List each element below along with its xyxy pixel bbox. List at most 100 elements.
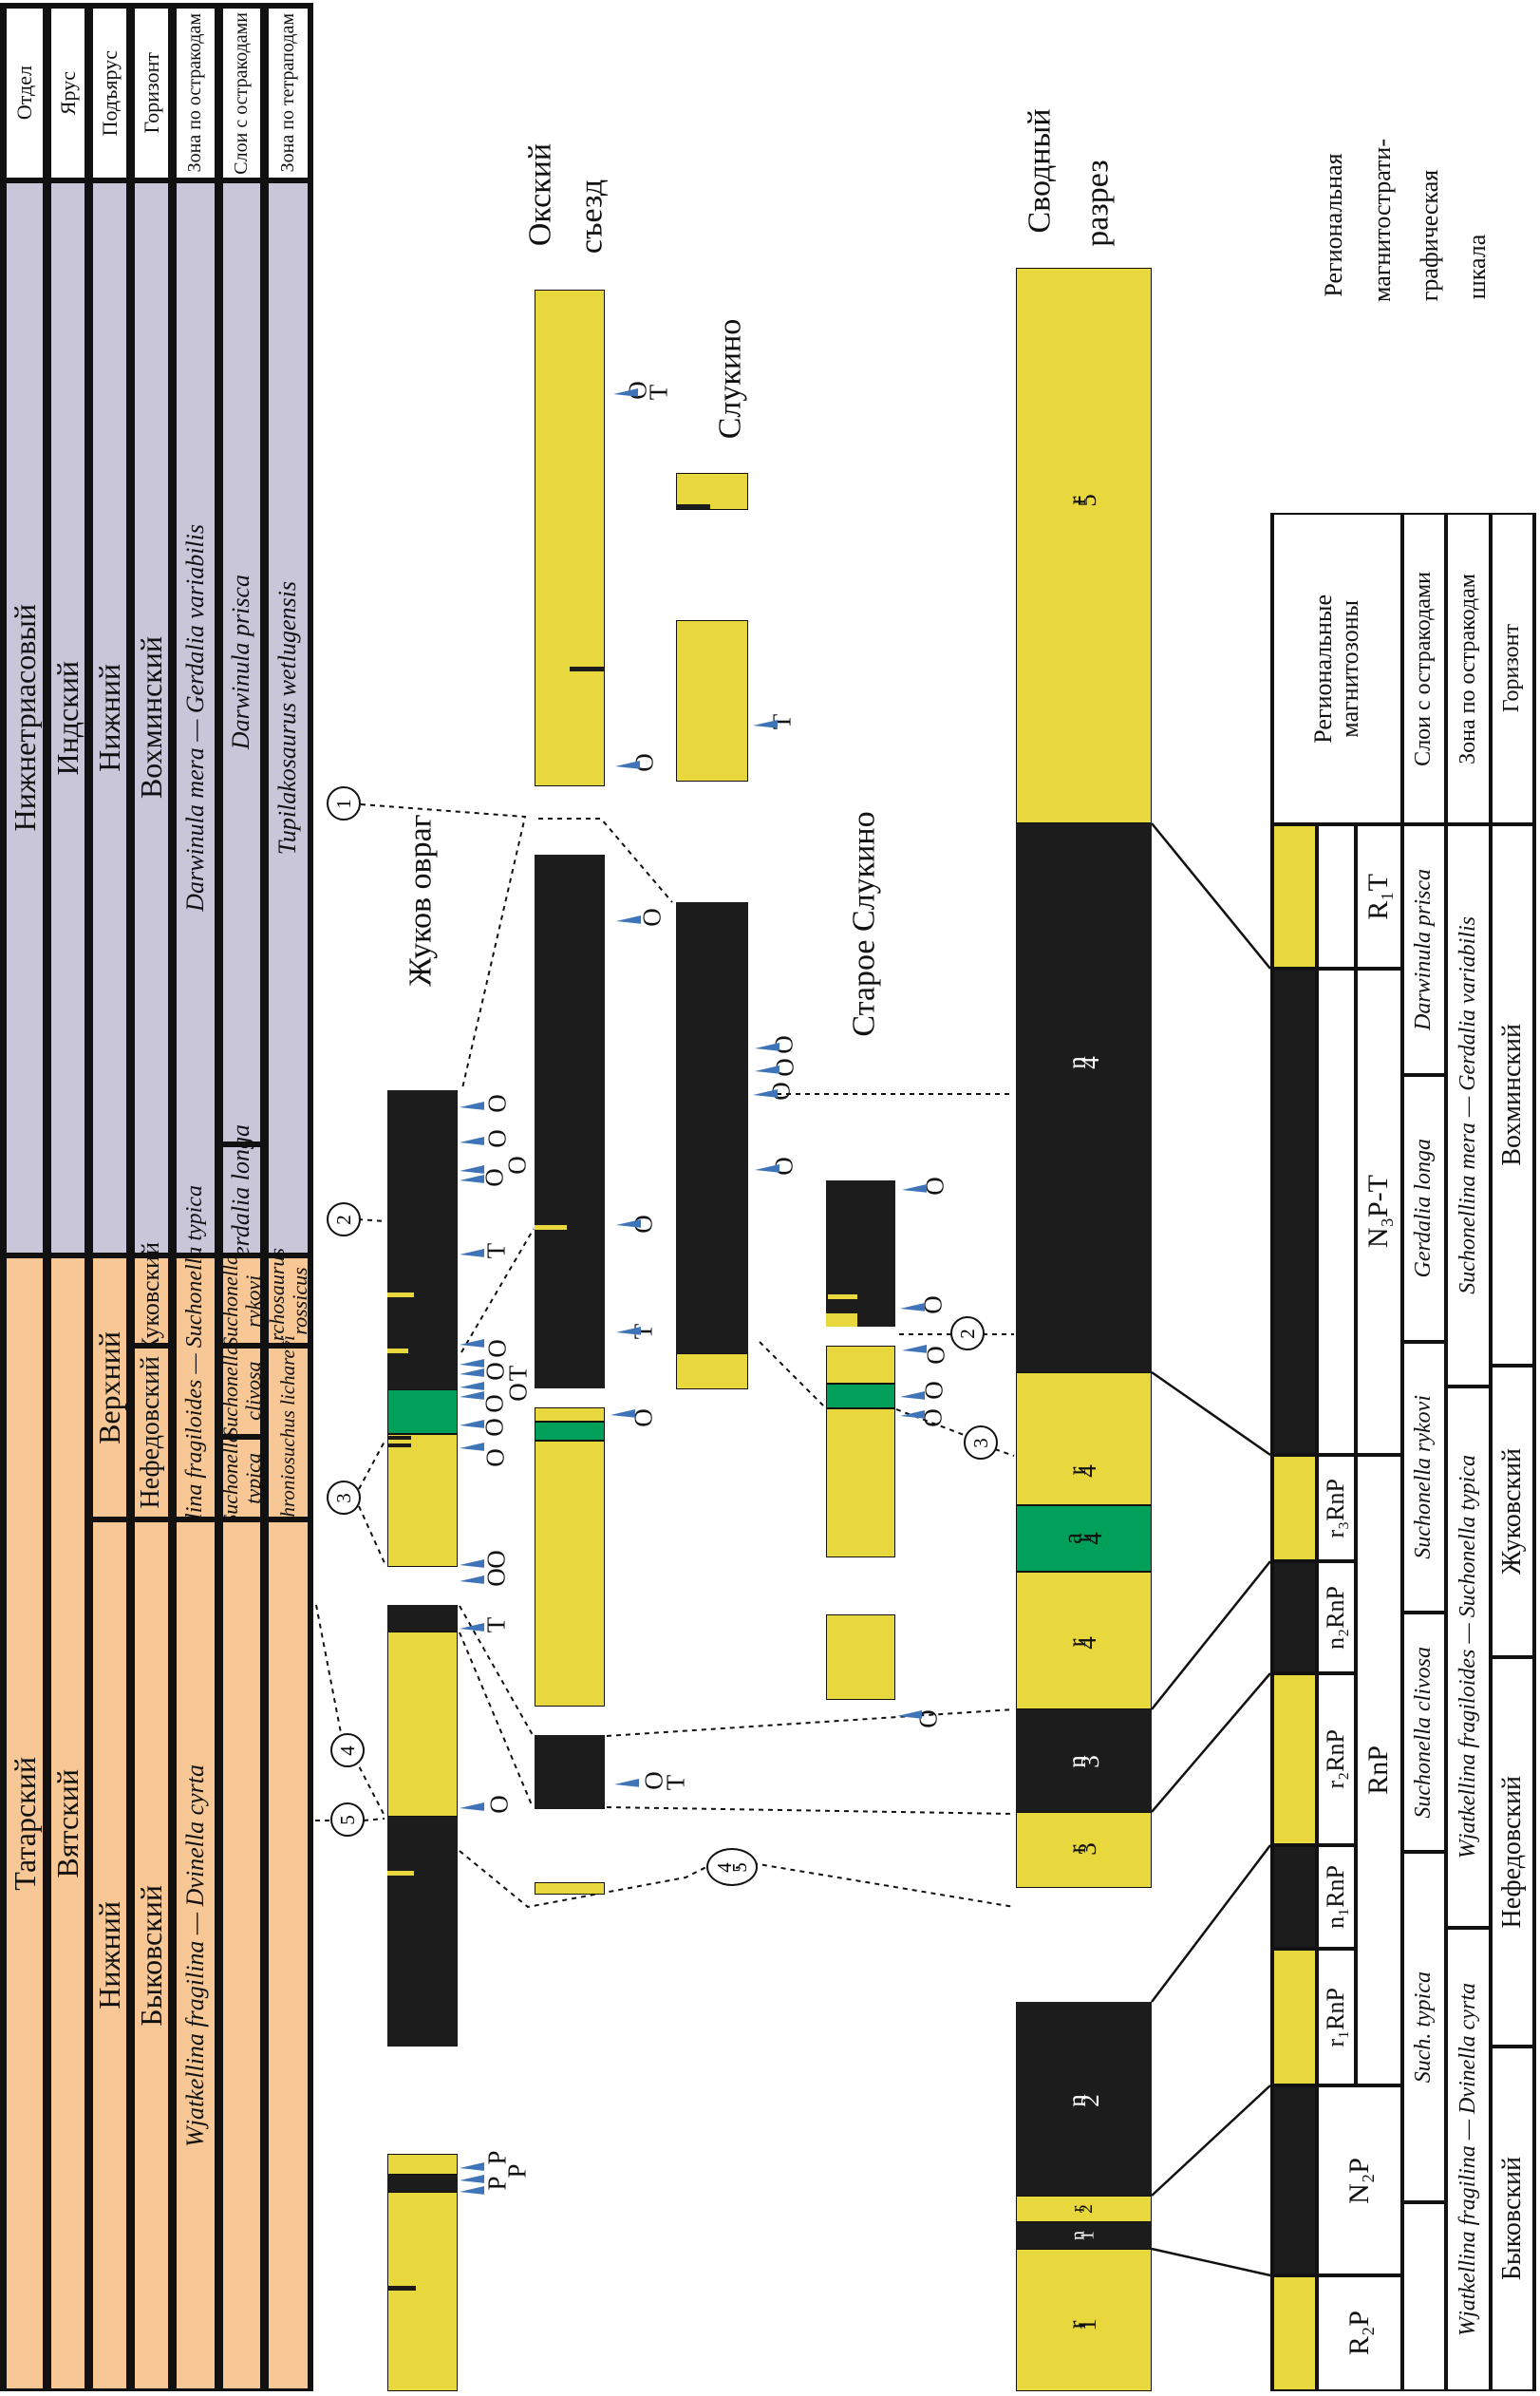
find-o: О	[921, 1172, 949, 1201]
slukino-yellow1	[676, 473, 748, 510]
title-regional-3-text: графическая	[1415, 169, 1443, 302]
rotated-glyph: 4	[1073, 1636, 1101, 1650]
solid-connector-line	[1151, 2085, 1271, 2197]
rt-zl-n2rnp-label: n₂RnP	[1322, 1585, 1350, 1650]
rt-strip-n	[1272, 2085, 1317, 2275]
level-3-number: 3	[332, 1486, 355, 1510]
rt-h-sloi: Слои с остракодами	[1402, 513, 1446, 824]
rt-c4-vohm-label: Вохминский	[1496, 1024, 1527, 1166]
zhukov-black1	[387, 1090, 458, 1389]
rotated-glyph: Т	[481, 1616, 511, 1633]
rt-c2-rykovi-label: Suchonella rykovi	[1411, 1395, 1437, 1559]
zone-r4: r4	[1062, 1629, 1101, 1658]
dashed-correlation-line	[358, 1439, 386, 1490]
rt-c2-prisca-label: Darwinula prisca	[1411, 868, 1437, 1030]
oksky-tick	[570, 667, 605, 671]
level-3-circle: 3	[327, 1481, 361, 1515]
oksky-tick	[535, 1225, 567, 1230]
rotated-glyph: Р	[482, 2176, 512, 2191]
fossil-find-arrow-icon	[902, 1345, 927, 1353]
rt-zr-rnp-label: RnP	[1362, 1745, 1395, 1795]
lt-pod-nizh1: Нижний	[90, 180, 129, 1255]
lt-so-prisca: Darwinula prisca	[220, 180, 263, 1144]
find-o: О	[485, 1790, 514, 1820]
find-o: О	[480, 1163, 509, 1193]
title-regional-1: Региональная	[1319, 153, 1347, 297]
rt-strip-r	[1272, 824, 1317, 969]
lt-yarus-ind: Индский	[48, 180, 87, 1255]
staroye-notch	[826, 1313, 857, 1327]
rotated-glyph: 3	[331, 1492, 355, 1503]
fossil-find-arrow-icon	[460, 1137, 484, 1145]
rotated-glyph: Т	[644, 384, 673, 401]
fossil-find-arrow-icon	[460, 1102, 484, 1110]
fossil-find-arrow-icon	[460, 1575, 484, 1584]
level-45-number: 4, 5	[713, 1856, 751, 1879]
title-oksky-1-text: Окский	[522, 142, 558, 247]
rt-c2-longa-label: Gerdalia longa	[1411, 1139, 1437, 1278]
find-p: Р	[503, 2157, 532, 2186]
rotated-glyph: О	[480, 1448, 510, 1467]
lt-zt-archo: Archosaurus rossicus	[265, 1248, 311, 1354]
lt-h-podyarus: Подъярус	[90, 6, 129, 180]
find-t: Т	[482, 1611, 511, 1640]
zone-r1: r1	[1062, 2311, 1101, 2340]
title-slukino-text: Слукино	[712, 318, 748, 440]
dashed-correlation-line	[895, 1408, 967, 1437]
rt-zr-rnp: RnP	[1356, 1455, 1402, 2085]
fossil-find-arrow-icon	[616, 1219, 641, 1228]
lt-h-otdel-label: Отдел	[12, 66, 37, 121]
lt-zt-tupil-label: Tupilakosaurus wetlugensis	[273, 580, 302, 856]
rotated-glyph: 5	[1073, 494, 1101, 507]
title-regional-1-text: Региональная	[1319, 153, 1347, 297]
rt-c2-typica-label: Such. typica	[1411, 1971, 1437, 2084]
fossil-find-arrow-icon	[460, 1368, 484, 1377]
lt-gor-zhuk: Жуковский	[132, 1242, 171, 1359]
zhukov-black4	[387, 2175, 458, 2192]
title-regional-2: магнитострати-	[1368, 139, 1396, 302]
fossil-find-arrow-icon	[616, 1327, 641, 1335]
rotated-glyph: 4	[1073, 1464, 1101, 1478]
dashed-correlation-line	[358, 1505, 386, 1566]
fossil-find-arrow-icon	[460, 1420, 484, 1428]
dashed-correlation-line	[606, 1806, 1015, 1815]
rt-c4-zhuk-label: Жуковский	[1496, 1448, 1527, 1575]
rt-c2-empty	[1402, 2202, 1446, 2391]
zhukov-black2	[387, 1605, 458, 1632]
zone-n3: n3	[1062, 1747, 1104, 1777]
rt-c2-typica: Such. typica	[1402, 1852, 1446, 2202]
find-o: О	[503, 1151, 532, 1180]
title-staroye-slukino: Старое Слукино	[847, 811, 883, 1036]
fossil-find-arrow-icon	[902, 1184, 927, 1193]
lt-otdel-tatar-label: Татарский	[7, 1756, 42, 1891]
title-zhukov-ovrag: Жуков овраг	[404, 814, 440, 986]
rt-zl-r2rnp-label: r₂RnP	[1322, 1729, 1350, 1789]
oksky-yellowbar	[535, 1882, 605, 1895]
fossil-find-arrow-icon	[460, 1391, 484, 1400]
fossil-find-arrow-icon	[460, 1623, 484, 1632]
fossil-find-arrow-icon	[755, 1043, 779, 1051]
rt-zl-n1rnp: n₁RnP	[1317, 1845, 1356, 1949]
slukino-yellow2	[676, 620, 748, 782]
lt-zo-wjat2-label: Wjatkellina fragilina — Dvinella cyrta	[180, 1764, 209, 2147]
rotated-glyph: 4	[1075, 1056, 1104, 1069]
zhukov-tick	[387, 1292, 414, 1297]
find-o: О	[914, 1705, 943, 1734]
staroye-black	[826, 1180, 895, 1327]
solid-connector-line	[1151, 1672, 1271, 1813]
title-svodny-1-text: Сводный	[1022, 108, 1058, 234]
rotated-glyph: 1	[1077, 2231, 1099, 2240]
fossil-find-arrow-icon	[460, 2175, 484, 2183]
comp-r4b	[1016, 1572, 1152, 1709]
find-o: О	[483, 1124, 512, 1154]
slukino-black	[676, 902, 748, 1353]
level-1-circle: 1	[327, 786, 361, 821]
title-zhukov-ovrag-text: Жуков овраг	[403, 814, 439, 987]
rotated-glyph: 1	[1073, 2318, 1101, 2331]
title-svodny-2-text: разрез	[1080, 160, 1116, 247]
lt-so-longa-label: Gerdalia longa	[227, 1124, 255, 1275]
dashed-correlation-line	[315, 1604, 343, 1739]
rt-zl-empty	[1317, 969, 1356, 1455]
find-p: Р	[483, 2169, 512, 2198]
